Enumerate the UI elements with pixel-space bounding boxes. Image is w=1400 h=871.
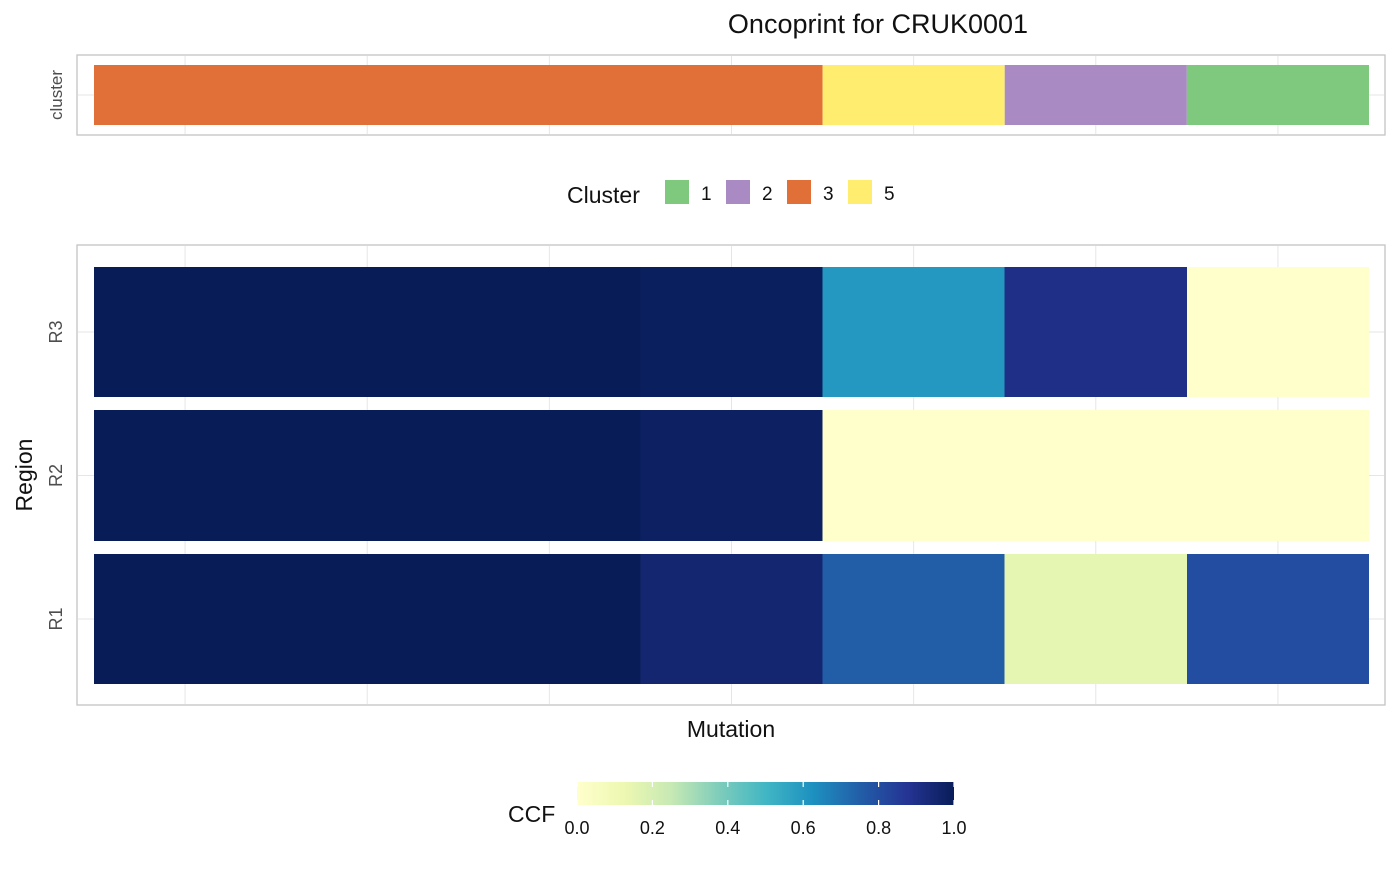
cell-R1 bbox=[640, 554, 823, 684]
ccf-colorbar: CCF 0.0 0.2 0.4 0.6 0.8 1.0 bbox=[508, 782, 967, 838]
colorbar-title: CCF bbox=[508, 801, 555, 827]
cell-R1 bbox=[1186, 554, 1369, 684]
cell-R3 bbox=[822, 267, 1005, 397]
cell-R2 bbox=[94, 410, 641, 541]
colorbar-tick-label: 0.8 bbox=[866, 818, 891, 838]
cell-R2 bbox=[822, 410, 1369, 541]
legend-label-1: 1 bbox=[701, 184, 712, 205]
legend-label-3: 3 bbox=[823, 184, 834, 205]
heatmap-cells bbox=[94, 267, 1369, 684]
chart-title: Oncoprint for CRUK0001 bbox=[728, 9, 1028, 39]
annotation-label: cluster bbox=[47, 70, 66, 120]
colorbar-tick-label: 0.6 bbox=[791, 818, 816, 838]
annotation-panel: cluster bbox=[47, 54, 1386, 136]
heatmap-panel-border bbox=[76, 244, 1386, 706]
region-label-R3: R3 bbox=[46, 320, 66, 343]
heatmap-panel: R1 R2 R3 Region Mutation bbox=[11, 244, 1386, 742]
annotation-segments bbox=[94, 65, 1369, 125]
colorbar-tick-label: 0.4 bbox=[715, 818, 740, 838]
cell-R1 bbox=[1004, 554, 1187, 684]
colorbar-tick-label: 1.0 bbox=[941, 818, 966, 838]
x-axis-title: Mutation bbox=[687, 716, 775, 742]
cell-R3 bbox=[1186, 267, 1369, 397]
legend-label-2: 2 bbox=[762, 184, 773, 205]
region-label-R1: R1 bbox=[46, 607, 66, 630]
legend-swatch-3 bbox=[787, 180, 811, 204]
legend-swatch-2 bbox=[726, 180, 750, 204]
cluster-segment-1 bbox=[1186, 65, 1369, 125]
cluster-segment-5 bbox=[822, 65, 1005, 125]
annotation-panel-border bbox=[76, 54, 1386, 136]
region-tick-labels: R1 R2 R3 bbox=[46, 320, 66, 630]
colorbar-gradient bbox=[577, 782, 954, 805]
colorbar-tick-label: 0.0 bbox=[564, 818, 589, 838]
colorbar-tick-label: 0.2 bbox=[640, 818, 665, 838]
cell-R3 bbox=[1004, 267, 1187, 397]
colorbar-ticks: 0.0 0.2 0.4 0.6 0.8 1.0 bbox=[564, 782, 967, 838]
cell-R1 bbox=[822, 554, 1005, 684]
cluster-segment-2 bbox=[1004, 65, 1187, 125]
legend-swatch-5 bbox=[848, 180, 872, 204]
cell-R2 bbox=[640, 410, 823, 541]
legend-swatch-1 bbox=[665, 180, 689, 204]
cluster-segment-3 bbox=[94, 65, 823, 125]
cluster-legend-title: Cluster bbox=[567, 182, 640, 208]
cell-R1 bbox=[94, 554, 641, 684]
cluster-legend: Cluster 1 2 3 5 bbox=[567, 180, 895, 208]
region-label-R2: R2 bbox=[46, 464, 66, 487]
legend-label-5: 5 bbox=[884, 184, 895, 205]
cell-R3 bbox=[640, 267, 823, 397]
cell-R3 bbox=[94, 267, 641, 397]
y-axis-title: Region bbox=[11, 439, 37, 512]
